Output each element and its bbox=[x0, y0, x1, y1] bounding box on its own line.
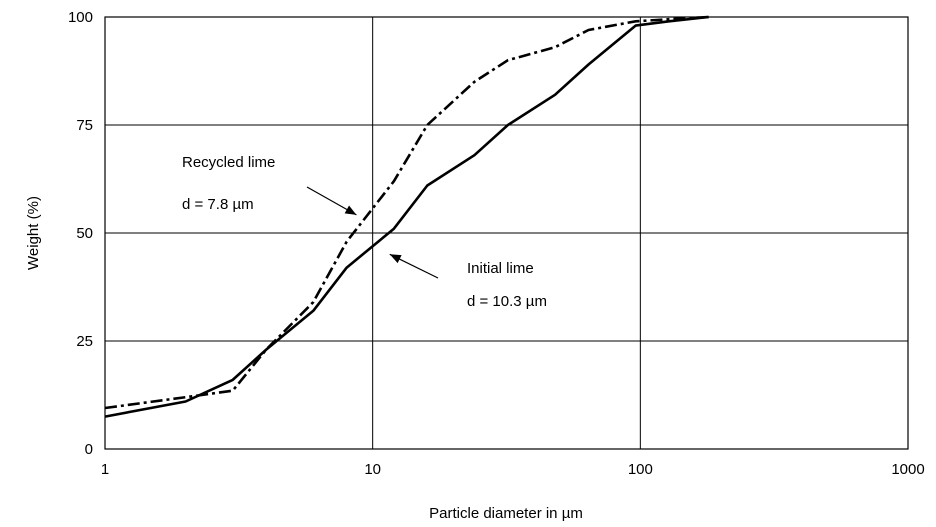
annotation-recycled-label: Recycled lime bbox=[182, 154, 275, 171]
x-tick-label: 1 bbox=[101, 461, 109, 478]
annotation-recycled-value: d = 7.8 µm bbox=[182, 196, 254, 213]
series-layer bbox=[104, 15, 709, 418]
y-axis-title: Weight (%) bbox=[25, 196, 42, 270]
plot-frame bbox=[104, 16, 909, 450]
annotation-initial-value: d = 10.3 µm bbox=[467, 293, 547, 310]
annotation-initial-label: Initial lime bbox=[467, 260, 534, 277]
annotation-arrows bbox=[306, 186, 439, 279]
x-tick-labels: 1 10 100 1000 bbox=[101, 461, 925, 478]
x-tick-label: 1000 bbox=[891, 461, 924, 478]
y-tick-label: 75 bbox=[76, 117, 93, 134]
y-tick-label: 25 bbox=[76, 333, 93, 350]
annotation-arrow-initial bbox=[389, 253, 439, 279]
annotation-arrow-recycled bbox=[306, 186, 357, 216]
series-line-initial-lime bbox=[104, 15, 709, 418]
series-line-recycled-lime bbox=[104, 15, 709, 410]
y-tick-label: 50 bbox=[76, 225, 93, 242]
x-tick-label: 10 bbox=[364, 461, 381, 478]
y-tick-label: 100 bbox=[68, 9, 93, 26]
x-axis-title: Particle diameter in µm bbox=[429, 505, 583, 522]
x-tick-label: 100 bbox=[628, 461, 653, 478]
y-tick-label: 0 bbox=[85, 441, 93, 458]
y-tick-labels: 0 25 50 75 100 bbox=[68, 9, 93, 458]
